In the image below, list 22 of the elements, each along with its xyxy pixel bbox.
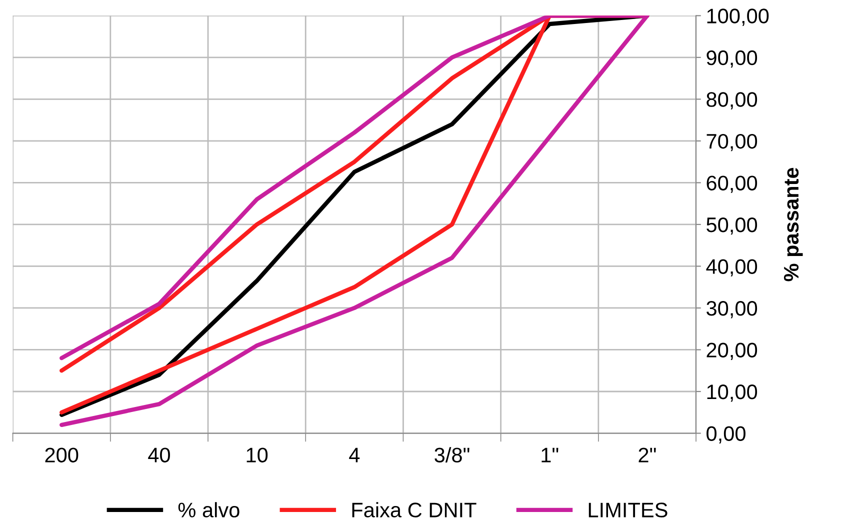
y-tick-label: 90,00 [706,50,758,68]
x-tick-label: 4 [349,448,360,462]
y-tick-label: 20,00 [706,342,758,360]
y-tick-label: 10,00 [707,384,758,402]
legend-label: % alvo [178,502,240,518]
y-tick-label: 60,00 [706,176,758,193]
x-tick-label: 1" [542,448,558,462]
x-tick-label: 3/8" [434,447,470,462]
legend-label: LIMITES [588,502,668,518]
y-axis-title: % passante [784,168,803,282]
x-tick-label: 40 [148,448,170,462]
legend-label: Faixa C DNIT [352,502,476,518]
y-tick-label: 0,00 [706,426,746,444]
y-tick-label: 100,00 [707,8,769,26]
y-tick-label: 70,00 [706,134,758,152]
y-tick-label: 40,00 [706,259,758,276]
x-tick-label: 2" [638,448,656,462]
x-tick-label: 200 [45,448,78,462]
y-tick-label: 50,00 [706,217,758,235]
y-tick-label: 30,00 [706,300,758,318]
x-tick-label: 10 [246,448,268,462]
y-tick-label: 80,00 [706,92,758,110]
